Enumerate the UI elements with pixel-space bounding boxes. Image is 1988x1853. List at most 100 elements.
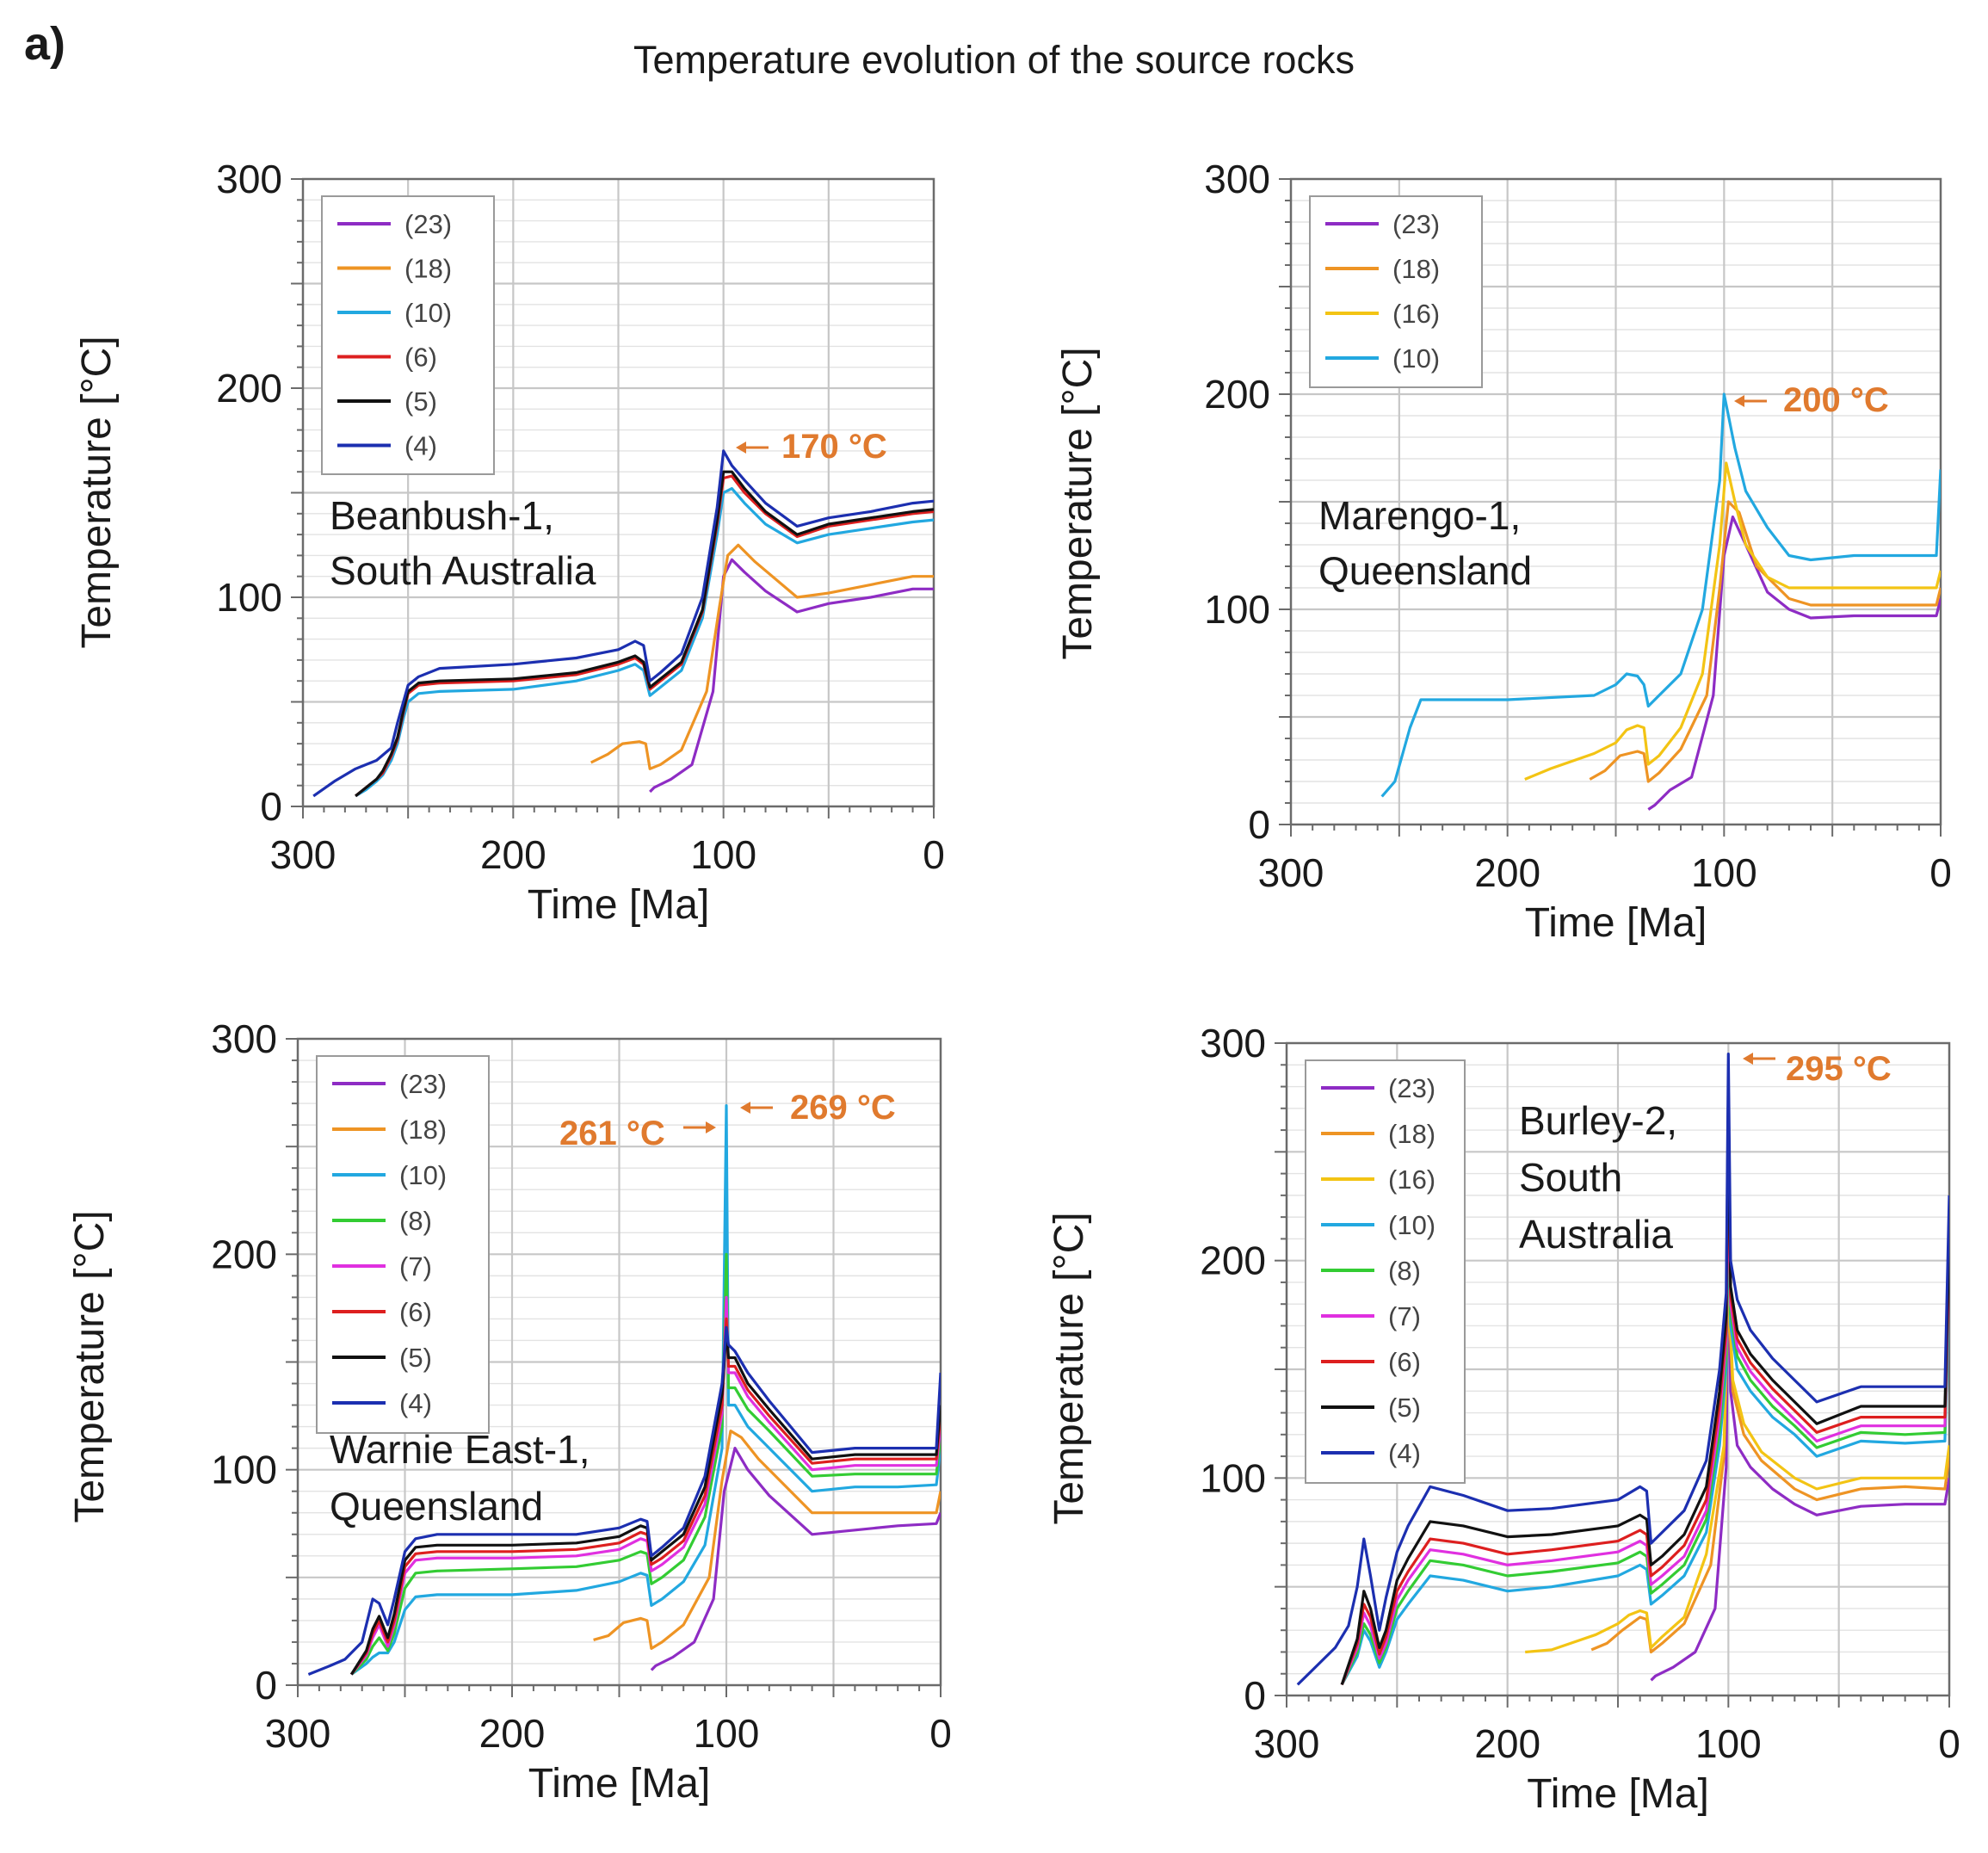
x-tick-label: 0 [1938,1721,1960,1766]
series-line-23 [649,558,934,794]
annotation-arrowhead [1734,395,1744,407]
legend-label: (23) [404,209,452,239]
series-line-7 [1340,1150,1949,1686]
legend-label: (8) [399,1206,432,1236]
legend-label: (16) [1392,299,1440,329]
peak-annotation: 170 °C [736,428,887,466]
series-group [1296,1052,1949,1686]
well-label: Marengo-1, Queensland [1318,493,1532,593]
series-line-5 [1340,1084,1949,1685]
annotation-arrowhead [736,442,746,454]
y-axis-label: Temperature [°C] [1055,347,1101,659]
legend-box [321,195,495,475]
legend: (23) (18) (16) (10) (8) (7) (6) (5) (4) [1305,1059,1466,1484]
x-tick-label: 300 [1258,850,1324,895]
x-tick-label: 200 [1474,1721,1540,1766]
x-tick-label: 0 [929,1711,952,1756]
y-tick-label: 200 [216,366,282,411]
legend-label: (23) [1392,209,1440,239]
well-label-line: Burley-2, [1519,1098,1677,1143]
legend-label: (7) [399,1251,432,1282]
x-tick-label: 200 [480,832,546,877]
annotation-label: 295 °C [1786,1050,1892,1088]
y-tick-label: 100 [1204,587,1270,632]
y-tick-label: 100 [216,575,282,620]
x-axis-label: Time [Ma] [1527,1771,1709,1817]
x-tick-label: 300 [265,1711,331,1756]
y-tick-label: 300 [1200,1021,1266,1065]
panel-label: a) [24,18,66,70]
legend-label: (5) [1388,1393,1421,1423]
well-label-line: Beanbush-1, [330,493,554,538]
legend-label: (10) [404,298,452,328]
annotation-label: 170 °C [781,428,887,466]
chart-panel-4: 0 100 200 300 300 200 100 0 Time [Ma] Temperature… [1046,1021,1960,1817]
legend-label: (16) [1388,1164,1435,1195]
peak-annotation: 269 °C [740,1089,896,1127]
well-label-line: South Australia [330,548,596,593]
legend-label: (18) [1392,254,1440,284]
peak-annotation: 200 °C [1734,381,1889,419]
legend-label: (6) [1388,1347,1421,1377]
legend-label: (23) [399,1069,447,1099]
legend-label: (6) [399,1297,432,1327]
y-tick-label: 200 [211,1232,277,1276]
legend: (23) (18) (10) (8) (7) (6) (5) (4) [316,1055,490,1434]
y-axis-label: Temperature [°C] [1046,1212,1092,1524]
legend-label: (8) [1388,1256,1421,1286]
well-label-line: South [1519,1155,1622,1200]
legend-label: (4) [404,431,437,461]
x-tick-label: 300 [1254,1721,1320,1766]
x-axis-label: Time [Ma] [528,1761,711,1807]
y-tick-label: 0 [1248,802,1270,847]
legend-label: (7) [1388,1301,1421,1331]
legend-label: (10) [1388,1210,1435,1240]
y-axis-label: Temperature [°C] [67,1210,113,1523]
legend-label: (18) [404,254,452,284]
x-tick-label: 100 [1691,850,1757,895]
series-line-4 [312,449,934,798]
x-axis-label: Time [Ma] [528,882,710,928]
series-line-10 [1380,392,1941,798]
chart-panel-2: 0 100 200 300 300 200 100 0 Time [Ma] Temperature… [1055,157,1952,946]
x-tick-label: 0 [1929,850,1952,895]
series-line-6 [349,1317,941,1676]
legend: (23) (18) (10) (6) (5) (4) [321,195,495,475]
x-axis-label: Time [Ma] [1525,900,1707,946]
series-line-16 [1524,461,1941,781]
well-label-line: Australia [1519,1212,1673,1257]
series-line-6 [1340,1117,1949,1685]
well-label: Warnie East-1, Queensland [330,1427,590,1529]
x-tick-label: 200 [479,1711,546,1756]
series-line-4 [307,1325,941,1676]
legend-label: (10) [399,1160,447,1190]
series-line-10 [350,1103,941,1676]
x-tick-label: 300 [270,832,336,877]
series-group [312,449,934,798]
annotation-label: 269 °C [790,1089,896,1127]
legend-label: (4) [1388,1438,1421,1468]
chart-panel-1: 0 100 200 300 300 200 100 0 Time [Ma] Temperature… [74,157,945,928]
series-line-16 [1525,1281,1949,1654]
legend-label: (6) [404,343,437,373]
annotation-arrowhead [706,1121,716,1133]
series-line-10 [355,486,934,798]
y-axis-label: Temperature [°C] [74,336,120,648]
annotation-label: 200 °C [1783,381,1889,419]
legend-label: (18) [399,1115,447,1145]
x-tick-label: 100 [694,1711,760,1756]
peak-annotation: 295 °C [1743,1050,1892,1088]
well-label: Beanbush-1, South Australia [330,493,596,593]
series-line-23 [650,1446,941,1671]
y-tick-label: 100 [211,1448,277,1492]
grid [303,179,934,806]
legend-label: (5) [404,386,437,417]
annotation-label: 261 °C [559,1115,665,1152]
series-line-10 [1340,1194,1949,1686]
well-label-line: Marengo-1, [1318,493,1521,538]
y-tick-label: 200 [1200,1238,1266,1283]
chart-panel-3: 0 100 200 300 300 200 100 0 Time [Ma] Temperature… [67,1016,952,1807]
legend-box [316,1055,490,1434]
x-tick-label: 100 [1695,1721,1762,1766]
